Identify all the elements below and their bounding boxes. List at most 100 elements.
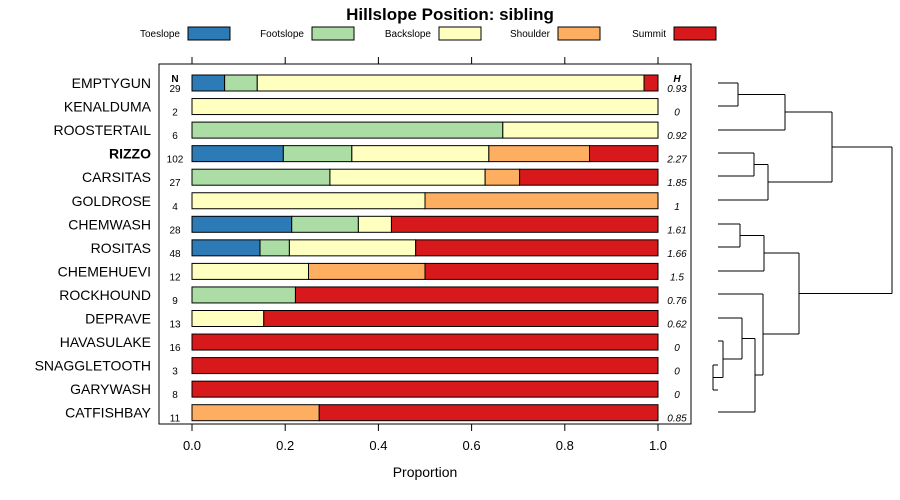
row-label: GOLDROSE — [72, 193, 151, 209]
bar-segment-summit — [643, 74, 659, 92]
bar-row-garywash: GARYWASH 8 0 — [70, 380, 680, 401]
legend-label-summit: Summit — [632, 29, 666, 40]
row-n-value: 9 — [172, 296, 178, 307]
dendrogram-branch — [718, 317, 743, 360]
bar-segment-toeslope — [191, 74, 226, 92]
bar-segment-summit — [424, 262, 659, 280]
dendrogram-branch — [718, 338, 756, 413]
bar-segment-shoulder — [308, 262, 426, 280]
row-n-value: 8 — [172, 390, 178, 401]
row-n-value: 28 — [169, 225, 181, 236]
bar-row-deprave: DEPRAVE 13 0.62 — [85, 310, 687, 331]
row-n-value: 13 — [169, 320, 181, 331]
legend-swatch-shoulder — [557, 26, 601, 41]
row-h-value: 0.76 — [667, 296, 687, 307]
bar-segment-footslope — [282, 145, 353, 163]
row-n-value: 102 — [167, 155, 184, 166]
row-h-value: 0 — [674, 367, 680, 378]
x-tick-label: 1.0 — [649, 438, 667, 453]
bar-segment-backslope — [351, 145, 490, 163]
bar-segment-summit — [191, 333, 659, 351]
plot-frame — [158, 63, 692, 425]
row-label: DEPRAVE — [85, 311, 151, 327]
x-axis-title: Proportion — [393, 464, 458, 480]
dendrogram-branch — [718, 293, 764, 376]
bar-segment-summit — [519, 168, 659, 186]
row-label: ROSITAS — [91, 240, 151, 256]
row-label: KENALDUMA — [64, 99, 152, 115]
legend-swatch-footslope — [311, 26, 355, 41]
row-label: EMPTYGUN — [72, 75, 151, 91]
row-label: GARYWASH — [70, 381, 151, 397]
legend-swatch-toeslope — [187, 26, 231, 41]
row-n-value: 11 — [170, 414, 181, 425]
row-n-value: 27 — [169, 178, 181, 189]
row-h-value: 0.93 — [667, 84, 687, 95]
row-h-value: 0 — [674, 343, 680, 354]
row-h-value: 0 — [674, 390, 680, 401]
h-column-header: H — [673, 74, 681, 85]
bar-segment-backslope — [191, 192, 426, 210]
dendrogram-branch — [718, 152, 755, 177]
bar-row-carsitas: CARSITAS 27 1.85 — [82, 168, 687, 189]
dendrogram-branch — [768, 111, 833, 183]
legend-swatch-summit — [673, 26, 717, 41]
bar-segment-summit — [191, 357, 659, 375]
bar-rows: EMPTYGUN 29 0.93 KENALDUMA 2 0 ROOSTERTAIL 6 0.9… — [35, 74, 687, 425]
bar-segment-shoulder — [484, 168, 521, 186]
x-axis: 0.0 0.2 0.4 0.6 0.8 1.0 — [183, 57, 667, 453]
x-tick-label: 0.2 — [276, 438, 294, 453]
bar-segment-backslope — [191, 310, 265, 327]
row-n-value: 6 — [172, 131, 178, 142]
dendrogram-branch — [718, 164, 769, 201]
row-h-value: 0 — [674, 108, 680, 119]
bar-segment-footslope — [191, 121, 504, 139]
bar-segment-backslope — [288, 239, 417, 257]
row-label: CHEMWASH — [68, 216, 151, 232]
bar-segment-toeslope — [191, 215, 293, 233]
bar-segment-footslope — [191, 286, 296, 304]
bar-segment-summit — [263, 310, 659, 327]
row-n-value: 12 — [169, 272, 181, 283]
row-h-value: 0.62 — [667, 320, 687, 331]
bar-segment-summit — [318, 404, 659, 422]
legend-label-toeslope: Toeslope — [140, 29, 180, 40]
row-n-value: 29 — [169, 84, 181, 95]
row-label: RIZZO — [109, 146, 151, 162]
row-label: CHEMEHUEVI — [58, 263, 151, 279]
dendrogram-branch — [763, 252, 800, 335]
legend: Toeslope Footslope Backslope Shoulder Summit — [140, 26, 717, 41]
row-n-value: 4 — [172, 202, 178, 213]
dendrogram-branch — [718, 94, 786, 131]
dendrogram-branch — [718, 223, 741, 248]
row-label: HAVASULAKE — [60, 334, 151, 350]
legend-label-backslope: Backslope — [385, 29, 432, 40]
x-tick-label: 0.8 — [556, 438, 574, 453]
row-n-value: 48 — [169, 249, 181, 260]
bar-segment-backslope — [191, 262, 309, 280]
bar-row-rizzo: RIZZO 102 2.27 — [109, 145, 687, 166]
bar-row-emptygun: EMPTYGUN 29 0.93 — [72, 74, 687, 95]
bar-segment-summit — [415, 239, 659, 257]
bar-row-rockhound: ROCKHOUND 9 0.76 — [59, 286, 687, 307]
bar-segment-summit — [390, 215, 659, 233]
x-tick-label: 0.6 — [463, 438, 481, 453]
row-h-value: 1.61 — [667, 225, 686, 236]
dendrogram — [712, 82, 893, 413]
row-label: ROCKHOUND — [59, 287, 151, 303]
bar-segment-backslope — [329, 168, 486, 186]
row-label: ROOSTERTAIL — [53, 122, 151, 138]
bar-segment-backslope — [256, 74, 645, 92]
row-h-value: 1 — [674, 202, 680, 213]
legend-label-shoulder: Shoulder — [510, 29, 551, 40]
row-n-value: 3 — [172, 367, 178, 378]
bar-segment-footslope — [224, 74, 258, 92]
chart-title: Hillslope Position: sibling — [346, 5, 554, 24]
bar-row-rositas: ROSITAS 48 1.66 — [91, 239, 687, 260]
bar-segment-backslope — [357, 215, 392, 233]
row-h-value: 0.85 — [667, 414, 687, 425]
bar-segment-footslope — [291, 215, 359, 233]
bar-segment-footslope — [191, 168, 331, 186]
bar-segment-summit — [294, 286, 659, 304]
row-label: CARSITAS — [82, 169, 151, 185]
